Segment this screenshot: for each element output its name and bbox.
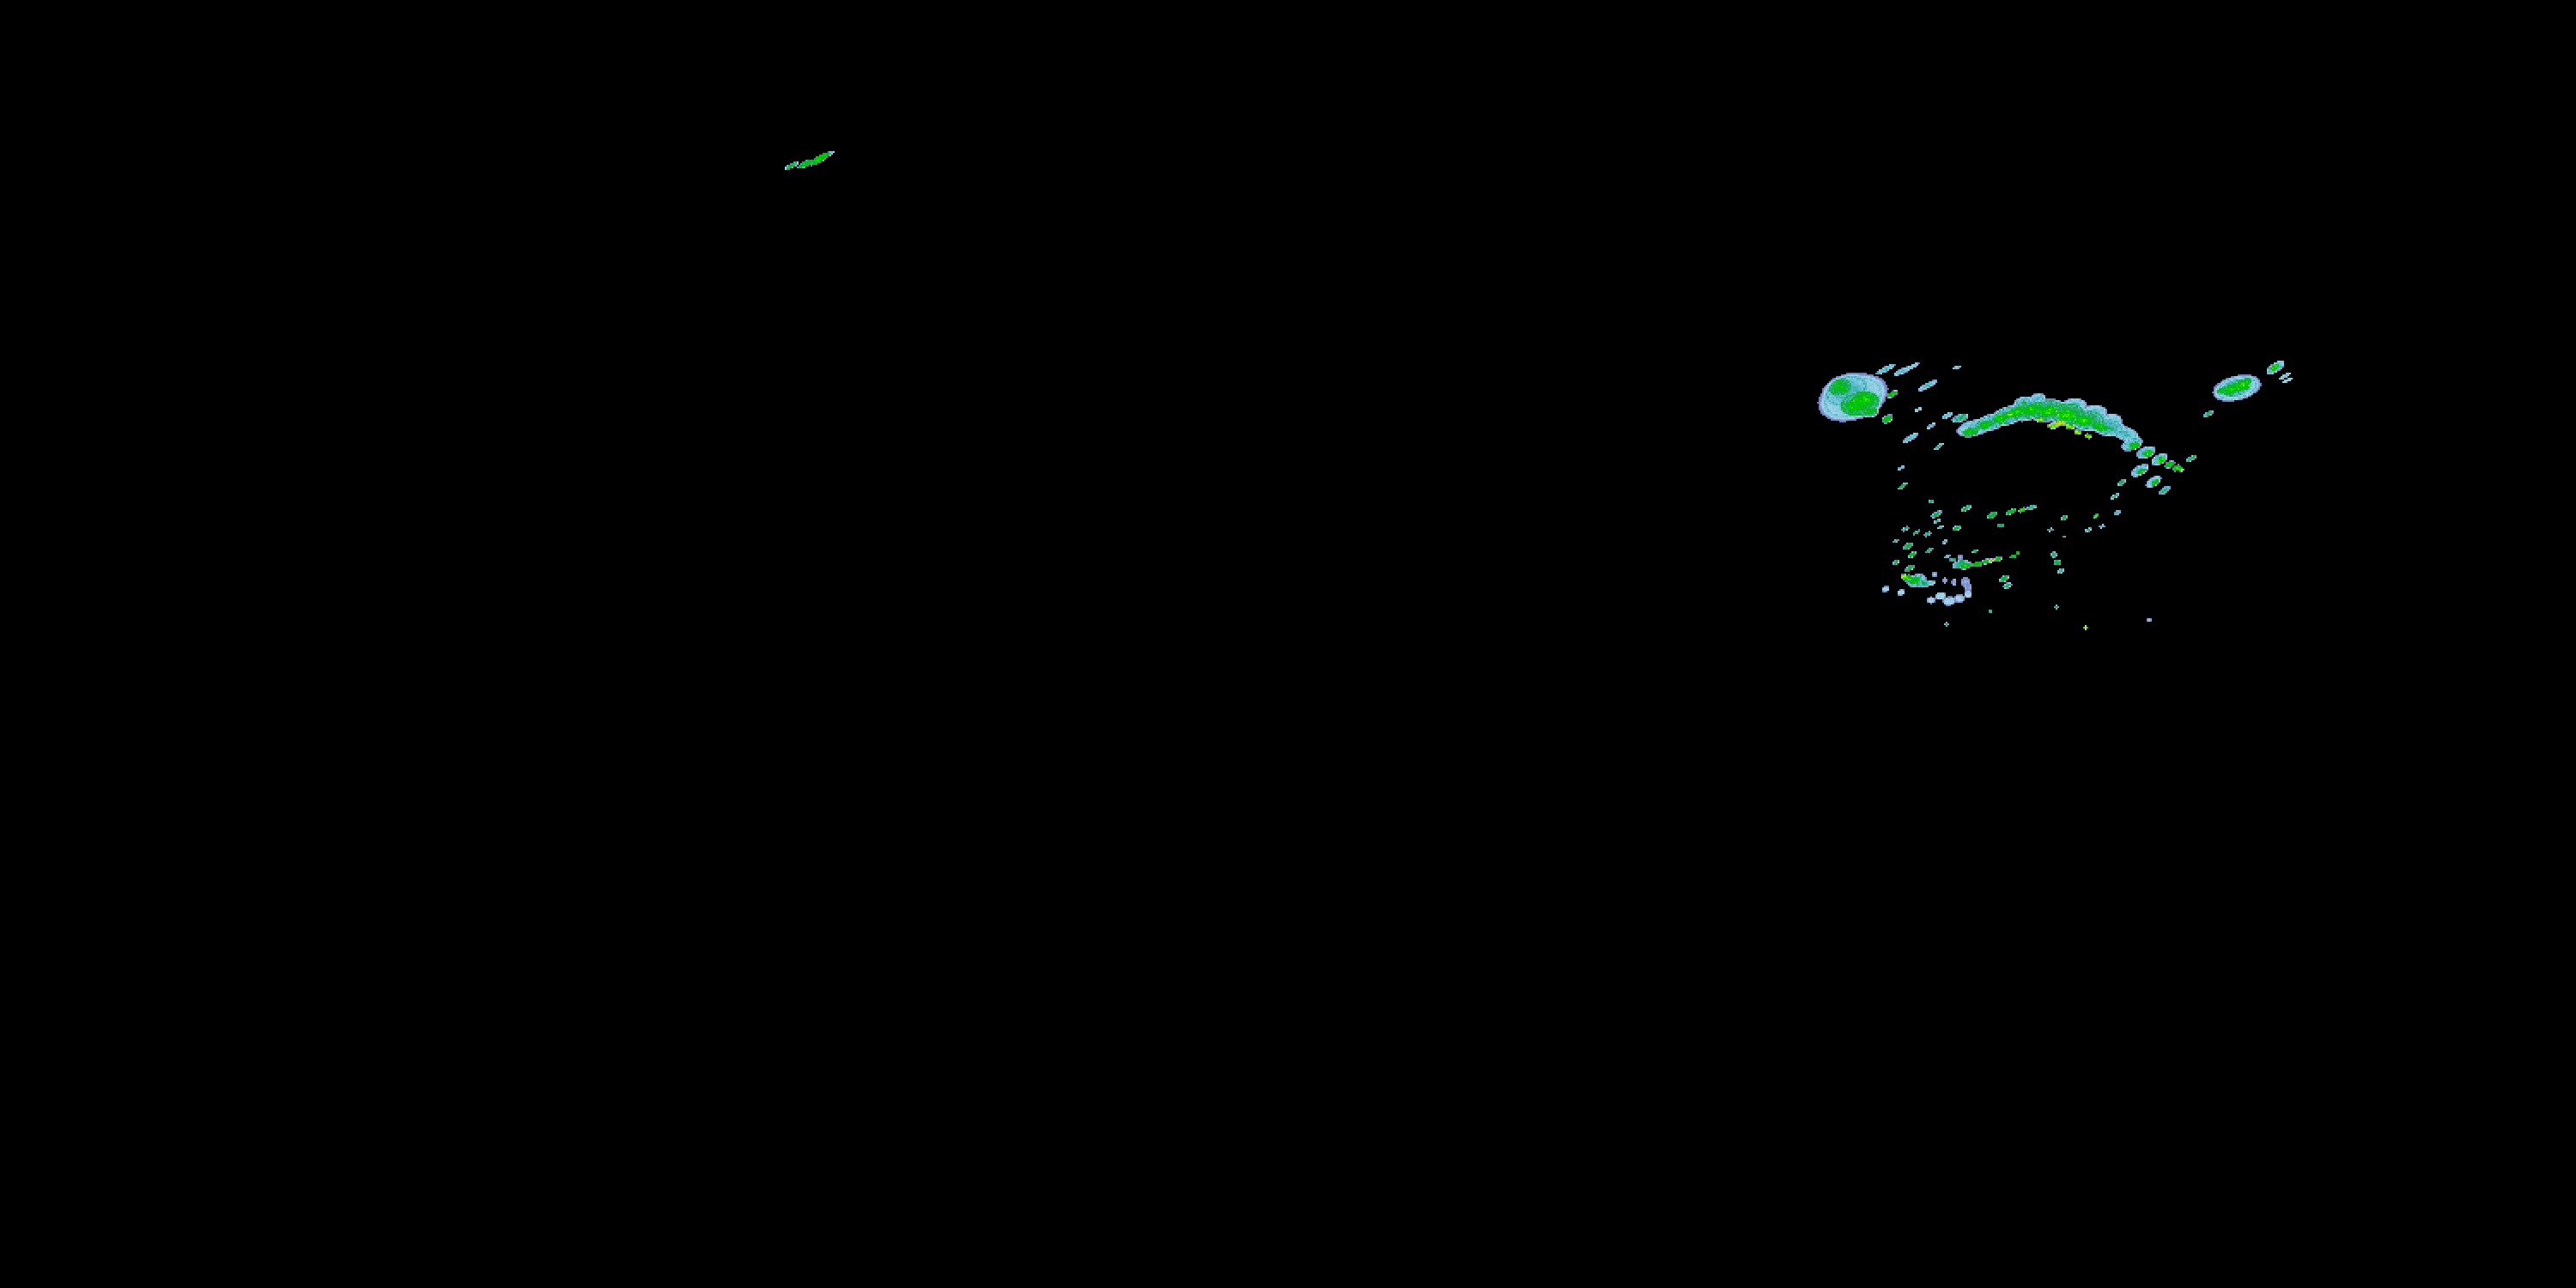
radar-display xyxy=(0,0,2576,1288)
radar-reflectivity-canvas xyxy=(0,0,2576,1288)
